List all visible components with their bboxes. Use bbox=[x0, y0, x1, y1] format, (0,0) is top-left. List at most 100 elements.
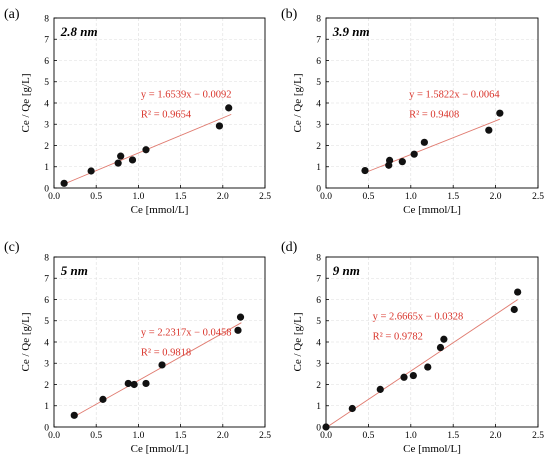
x-tick-label: 2.5 bbox=[532, 431, 544, 441]
r-squared: R² = 0.9782 bbox=[373, 332, 423, 343]
y-tick-label: 3 bbox=[316, 360, 321, 370]
particle-size-label: 5 nm bbox=[61, 263, 88, 278]
data-point bbox=[398, 158, 406, 166]
y-tick-label: 7 bbox=[44, 36, 49, 46]
data-point bbox=[87, 167, 95, 175]
x-tick-label: 1.5 bbox=[175, 431, 187, 441]
x-axis-label: Ce [mmol/L] bbox=[131, 204, 189, 216]
chart-panel-2: 0.0 0.5 1.0 1.5 2.0 2.5 0 1 2 3 4 5 6 7 8 Ce [mmol/L] Ce… bbox=[281, 7, 544, 216]
y-tick-label: 8 bbox=[316, 14, 321, 24]
x-tick-label: 0.0 bbox=[48, 192, 60, 202]
data-point bbox=[142, 379, 150, 388]
data-point bbox=[410, 150, 418, 158]
y-tick-label: 1 bbox=[44, 402, 49, 412]
y-tick-label: 2 bbox=[316, 381, 321, 391]
y-tick-label: 0 bbox=[316, 184, 321, 194]
fit-equation: y = 1.5822x − 0.0064 bbox=[409, 90, 500, 101]
y-axis-label: Ce / Qe [g/L] bbox=[20, 313, 32, 372]
y-tick-label: 6 bbox=[44, 57, 49, 67]
x-tick-label: 0.0 bbox=[48, 431, 60, 441]
data-point bbox=[386, 156, 394, 164]
chart-panel-1: 0.0 0.5 1.0 1.5 2.0 2.5 0 1 2 3 4 5 6 7 8 Ce [mmol/L] Ce… bbox=[4, 7, 271, 216]
y-tick-label: 1 bbox=[44, 163, 49, 173]
r-squared: R² = 0.9654 bbox=[141, 110, 192, 121]
chart-panel-3: 0.0 0.5 1.0 1.5 2.0 2.5 0 1 2 3 4 5 6 7 8 Ce [mmol/L] Ce… bbox=[4, 240, 271, 455]
data-point bbox=[225, 104, 233, 112]
y-axis-label: Ce / Qe [g/L] bbox=[292, 74, 304, 133]
y-tick-label: 5 bbox=[316, 317, 321, 327]
data-point bbox=[114, 159, 122, 167]
panel-letter: (d) bbox=[281, 240, 298, 255]
y-tick-label: 1 bbox=[316, 402, 321, 412]
data-point bbox=[496, 109, 504, 117]
data-point bbox=[236, 313, 245, 321]
data-point bbox=[124, 379, 132, 388]
y-tick-label: 6 bbox=[316, 57, 321, 67]
x-tick-label: 2.0 bbox=[217, 431, 229, 441]
data-point bbox=[142, 146, 150, 154]
x-tick-label: 1.5 bbox=[447, 431, 459, 441]
data-point bbox=[510, 305, 518, 314]
data-point bbox=[420, 138, 428, 146]
data-point bbox=[130, 380, 138, 389]
y-tick-label: 5 bbox=[44, 78, 49, 88]
x-axis-label: Ce [mmol/L] bbox=[403, 204, 461, 216]
x-tick-label: 0.5 bbox=[362, 431, 374, 441]
y-tick-label: 5 bbox=[44, 317, 49, 327]
x-tick-label: 0.5 bbox=[362, 192, 374, 202]
x-tick-label: 1.5 bbox=[447, 192, 459, 202]
y-tick-label: 7 bbox=[44, 275, 49, 285]
x-tick-label: 0.5 bbox=[90, 192, 102, 202]
y-tick-label: 7 bbox=[316, 36, 321, 46]
x-tick-label: 1.0 bbox=[405, 431, 417, 441]
x-tick-label: 0.5 bbox=[90, 431, 102, 441]
data-point bbox=[70, 411, 78, 419]
data-point bbox=[234, 326, 242, 334]
particle-size-label: 3.9 nm bbox=[332, 24, 370, 39]
x-tick-label: 1.0 bbox=[405, 192, 417, 202]
y-tick-label: 8 bbox=[316, 253, 321, 263]
r-squared: R² = 0.9408 bbox=[409, 110, 459, 121]
data-point bbox=[158, 361, 166, 369]
x-tick-label: 1.0 bbox=[132, 192, 144, 202]
panel-letter: (c) bbox=[4, 240, 20, 255]
x-tick-label: 2.5 bbox=[532, 192, 544, 202]
y-tick-label: 3 bbox=[44, 121, 49, 131]
x-tick-label: 2.0 bbox=[490, 431, 502, 441]
y-tick-label: 2 bbox=[44, 142, 49, 152]
panel-letter: (b) bbox=[281, 7, 298, 22]
fit-equation: y = 1.6539x − 0.0092 bbox=[141, 90, 232, 101]
data-point bbox=[348, 404, 356, 413]
y-tick-label: 8 bbox=[44, 253, 49, 263]
x-tick-label: 1.0 bbox=[132, 431, 144, 441]
data-point bbox=[322, 423, 330, 431]
data-point bbox=[117, 152, 125, 160]
y-tick-label: 6 bbox=[316, 296, 321, 306]
y-tick-label: 3 bbox=[316, 121, 321, 131]
data-point bbox=[436, 343, 445, 352]
y-tick-label: 1 bbox=[316, 163, 321, 173]
x-tick-label: 2.0 bbox=[217, 192, 229, 202]
data-point bbox=[376, 385, 384, 393]
data-point bbox=[440, 335, 448, 343]
y-tick-label: 4 bbox=[316, 338, 321, 348]
x-tick-label: 2.5 bbox=[259, 431, 271, 441]
fit-line bbox=[363, 118, 501, 174]
x-axis-label: Ce [mmol/L] bbox=[131, 443, 189, 455]
y-tick-label: 2 bbox=[44, 381, 49, 391]
data-point bbox=[215, 122, 224, 130]
y-tick-label: 7 bbox=[316, 275, 321, 285]
y-tick-label: 3 bbox=[44, 360, 49, 370]
fit-line bbox=[325, 299, 518, 429]
particle-size-label: 9 nm bbox=[333, 263, 360, 278]
data-point bbox=[485, 126, 493, 134]
y-tick-label: 6 bbox=[44, 296, 49, 306]
r-squared: R² = 0.9818 bbox=[141, 348, 191, 359]
fit-equation: y = 2.6665x − 0.0328 bbox=[373, 312, 464, 323]
data-point bbox=[361, 166, 369, 175]
y-tick-label: 4 bbox=[44, 338, 49, 348]
y-tick-label: 0 bbox=[44, 184, 49, 194]
y-tick-label: 4 bbox=[44, 99, 49, 109]
data-point bbox=[514, 288, 522, 296]
